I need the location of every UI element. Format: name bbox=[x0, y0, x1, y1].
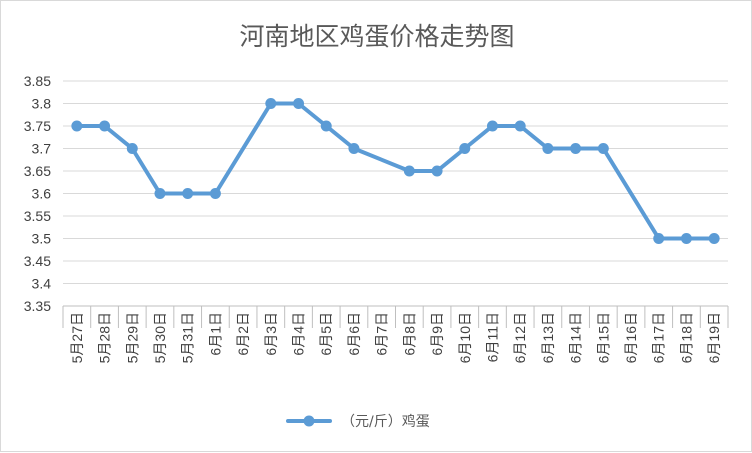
x-tick-label: 6月5日 bbox=[318, 312, 334, 356]
x-tick-label: 6月19日 bbox=[706, 312, 722, 363]
x-tick-label: 5月29日 bbox=[124, 312, 140, 363]
data-point bbox=[320, 120, 332, 132]
y-tick-label: 3.55 bbox=[24, 208, 51, 224]
x-tick-label: 6月15日 bbox=[595, 312, 611, 363]
data-point bbox=[514, 120, 526, 132]
x-tick-label: 6月11日 bbox=[484, 312, 500, 362]
x-tick-label: 5月30日 bbox=[152, 312, 168, 363]
x-tick-label: 6月14日 bbox=[568, 312, 584, 363]
x-tick-label: 5月27日 bbox=[69, 312, 85, 363]
data-point bbox=[708, 233, 720, 244]
x-tick-label: 6月7日 bbox=[374, 312, 390, 356]
data-point bbox=[570, 143, 582, 154]
data-point bbox=[126, 143, 138, 154]
data-point bbox=[597, 143, 609, 154]
data-point bbox=[486, 120, 498, 132]
data-point bbox=[680, 233, 692, 244]
x-tick-label: 6月13日 bbox=[540, 312, 556, 363]
data-point bbox=[459, 143, 471, 154]
data-point bbox=[182, 188, 194, 199]
x-tick-label: 6月6日 bbox=[346, 312, 362, 356]
x-tick-label: 6月10日 bbox=[457, 312, 473, 363]
data-point bbox=[542, 143, 554, 154]
y-tick-label: 3.45 bbox=[24, 253, 51, 269]
legend-point-marker bbox=[303, 415, 315, 427]
legend-label: （元/斤）鸡蛋 bbox=[341, 413, 430, 430]
legend: （元/斤）鸡蛋 bbox=[286, 413, 430, 430]
x-tick-label: 6月12日 bbox=[512, 312, 528, 363]
x-tick-label: 6月4日 bbox=[291, 312, 307, 356]
x-tick-label: 6月1日 bbox=[207, 312, 223, 356]
x-axis: 5月27日 5月28日 5月29日 5月30日 5月31日 6月1日 6月2日 6月3日 6月4… bbox=[62, 305, 729, 363]
y-tick-label: 3.85 bbox=[24, 73, 51, 89]
x-tick-label: 6月8日 bbox=[401, 312, 417, 356]
x-tick-label: 6月17日 bbox=[651, 312, 667, 363]
x-tick-label: 6月3日 bbox=[263, 312, 279, 356]
x-tick-label: 6月18日 bbox=[678, 312, 694, 363]
x-tick-label: 6月2日 bbox=[235, 312, 251, 356]
x-tick-label: 6月9日 bbox=[429, 312, 445, 356]
series-egg-price bbox=[71, 98, 720, 244]
y-tick-label: 3.65 bbox=[24, 163, 51, 179]
x-tick-label: 6月16日 bbox=[623, 312, 639, 363]
data-point bbox=[653, 233, 665, 244]
data-point bbox=[431, 165, 443, 177]
data-point bbox=[99, 120, 111, 132]
chart-title: 河南地区鸡蛋价格走势图 bbox=[239, 22, 514, 51]
data-point bbox=[71, 120, 83, 132]
data-point bbox=[209, 188, 221, 199]
y-tick-label: 3.6 bbox=[32, 186, 52, 202]
y-tick-label: 3.7 bbox=[32, 141, 52, 157]
data-point bbox=[265, 98, 277, 109]
y-tick-label: 3.4 bbox=[32, 276, 52, 292]
gridlines bbox=[63, 80, 728, 284]
y-axis-tick-labels: 3.35 3.4 3.45 3.5 3.55 3.6 3.65 3.7 3.75 3.8 3.85 bbox=[24, 73, 51, 314]
y-tick-label: 3.5 bbox=[32, 231, 52, 247]
x-tick-label: 5月28日 bbox=[97, 312, 113, 363]
data-point bbox=[154, 188, 166, 199]
data-point bbox=[348, 143, 360, 154]
data-point bbox=[293, 98, 305, 109]
data-point bbox=[403, 165, 415, 177]
x-tick-label: 5月31日 bbox=[180, 312, 196, 363]
y-tick-label: 3.8 bbox=[32, 96, 52, 112]
y-tick-label: 3.35 bbox=[24, 298, 51, 314]
y-tick-label: 3.75 bbox=[24, 118, 51, 134]
